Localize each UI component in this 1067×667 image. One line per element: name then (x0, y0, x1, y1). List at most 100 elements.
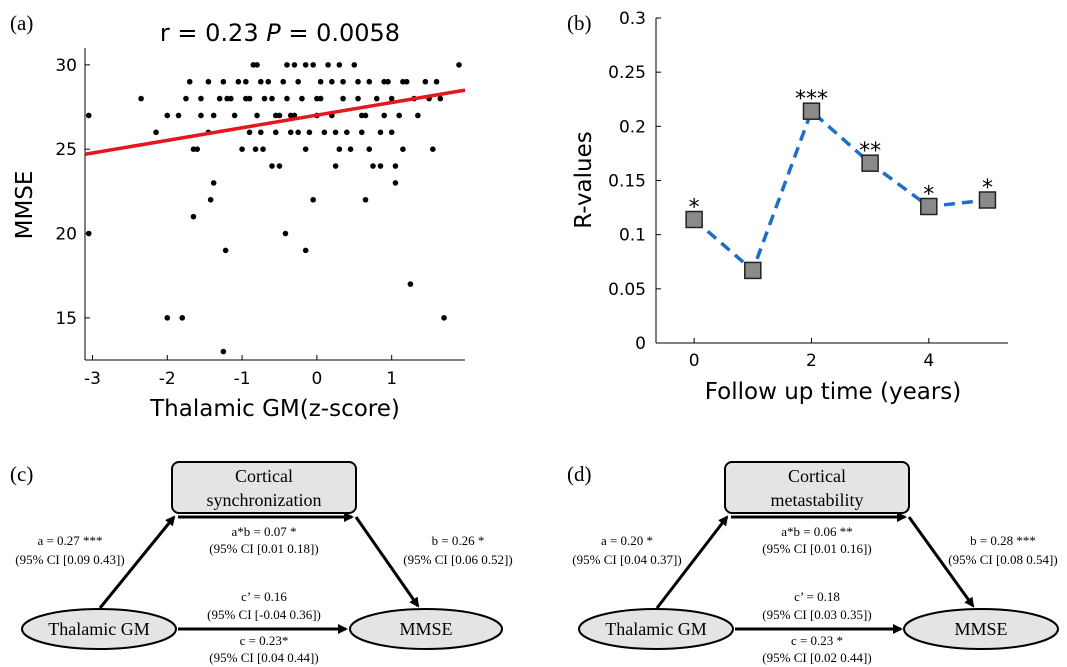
scatter-point (164, 112, 171, 119)
scatter-point (336, 146, 343, 152)
r-values-line (692, 108, 988, 274)
scatter-point (222, 247, 229, 254)
scatter-point (400, 146, 406, 152)
scatter-point (239, 146, 245, 152)
path-cprime-ci: (95% CI [0.03 0.35]) (762, 607, 871, 622)
predictor-label: Thalamic GM (605, 619, 706, 639)
scatter-point (336, 62, 343, 68)
y-tick-label: 30 (55, 56, 77, 76)
mediator-box (171, 461, 357, 514)
scatter-point (257, 78, 264, 85)
scatter-point (392, 180, 399, 186)
path-b-arrow (907, 516, 975, 608)
scatter-point (362, 112, 369, 119)
data-marker (685, 210, 703, 229)
scatter-point (377, 129, 384, 136)
scatter-point (243, 95, 249, 102)
outcome-label: MMSE (954, 619, 1007, 639)
line-x-axis-label: Follow up time (years) (705, 379, 961, 405)
x-tick-label: 1 (386, 369, 397, 389)
scatter-point (358, 129, 365, 136)
data-marker (978, 191, 997, 209)
predictor-ellipse (21, 608, 177, 650)
data-marker (920, 197, 938, 216)
scatter-point (284, 62, 290, 68)
scatter-point (377, 163, 384, 169)
scatter-point (210, 180, 217, 186)
scatter-point (340, 95, 346, 102)
scatter-title: r = 0.23 P = 0.0058 (160, 19, 400, 47)
scatter-point (332, 163, 339, 169)
scatter-point (210, 112, 217, 119)
path-b-arrow (354, 516, 420, 608)
r-values-markers (685, 102, 997, 280)
scatter-point (437, 95, 444, 102)
scatter-point (179, 315, 186, 321)
scatter-point (276, 112, 283, 119)
x-tick-label: 0 (689, 351, 700, 371)
scatter-point (295, 78, 301, 85)
path-a-coef: a = 0.27 *** (37, 533, 102, 548)
mediator-label-line2: metastability (771, 490, 864, 510)
scatter-point (370, 163, 376, 169)
scatter-point (205, 78, 212, 85)
mediator-box (724, 461, 910, 514)
scatter-point (430, 146, 436, 152)
mediator-label-line1: Cortical (788, 466, 846, 486)
scatter-x-ticks: -3 -2 -1 0 1 (84, 355, 397, 389)
scatter-point (396, 112, 402, 119)
y-tick-label: 0 (635, 334, 646, 354)
y-tick-label: 20 (55, 225, 77, 245)
scatter-point (198, 112, 204, 119)
path-b-coef: b = 0.26 * (432, 533, 485, 548)
scatter-point (284, 95, 290, 102)
y-tick-label: 0.25 (608, 63, 646, 83)
scatter-point (310, 196, 316, 203)
scatter-point (252, 146, 259, 152)
significance-label: ** (859, 139, 881, 164)
scatter-point (175, 112, 182, 119)
path-ab-coef: a*b = 0.06 ** (781, 524, 853, 539)
scatter-points (85, 62, 462, 355)
scatter-point (392, 163, 399, 169)
scatter-x-axis-label: Thalamic GM(z-score) (149, 396, 400, 422)
significance-label: *** (795, 87, 828, 112)
path-ab-ci: (95% CI [0.01 0.18]) (209, 541, 318, 556)
significance-stars: ******* * (689, 87, 993, 220)
scatter-point (295, 129, 301, 136)
predictor-ellipse (578, 608, 734, 650)
panel-label-a: (a) (10, 11, 33, 35)
line-y-axis-label: R-values (571, 131, 597, 229)
scatter-point (302, 146, 309, 152)
path-cprime-coef: c’ = 0.16 (241, 589, 287, 604)
scatter-point (280, 78, 287, 85)
scatter-point (153, 129, 159, 136)
path-c-ci: (95% CI [0.02 0.44]) (762, 650, 871, 665)
scatter-point (269, 95, 275, 102)
scatter-point (164, 315, 171, 321)
path-cprime-ci: (95% CI [-0.04 0.36]) (207, 607, 321, 622)
path-cprime-coef: c’ = 0.18 (794, 589, 840, 604)
scatter-point (198, 95, 204, 102)
mediator-label-line2: synchronization (207, 490, 322, 510)
y-tick-label: 15 (55, 309, 77, 329)
scatter-point (407, 281, 414, 287)
scatter-point (138, 95, 144, 102)
x-tick-label: 0 (311, 369, 322, 389)
scatter-point (456, 62, 462, 68)
scatter-point (325, 62, 331, 68)
scatter-point (194, 146, 201, 152)
panel-c-mediation-diagram: (c) Cortical synchronization Thalamic GM… (10, 461, 513, 665)
regression-line (84, 88, 466, 156)
scatter-point (441, 315, 447, 321)
scatter-point (347, 146, 354, 152)
line-x-ticks: 0 2 4 (689, 338, 934, 371)
scatter-point (317, 78, 324, 85)
scatter-point (321, 129, 328, 136)
data-marker (802, 102, 821, 120)
scatter-point (329, 78, 335, 85)
scatter-point (282, 230, 289, 237)
panel-label-c: (c) (10, 462, 33, 486)
scatter-point (220, 348, 227, 355)
scatter-point (291, 62, 298, 68)
